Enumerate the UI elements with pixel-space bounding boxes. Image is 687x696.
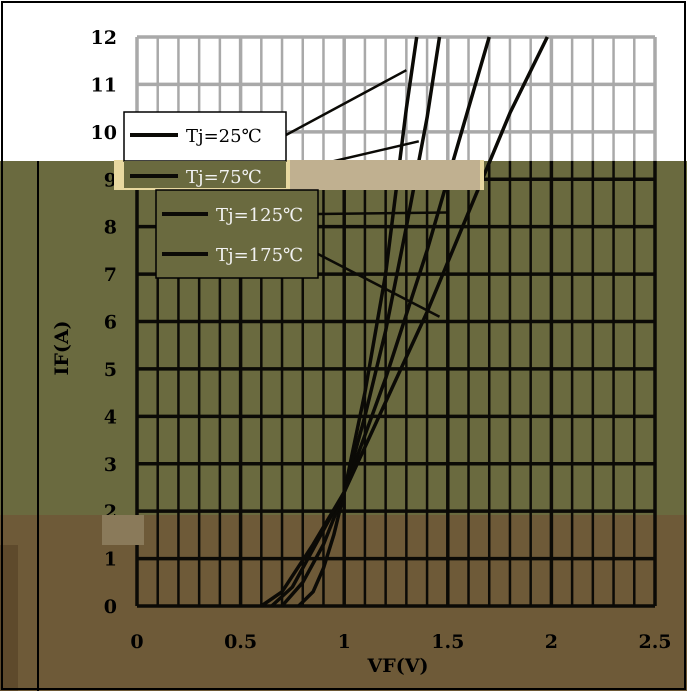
legend-label: Tj=75℃ xyxy=(186,167,262,188)
legend-label: Tj=25℃ xyxy=(186,126,262,147)
series-line-2 xyxy=(280,36,442,608)
legend-label: Tj=125℃ xyxy=(216,205,303,226)
y-tick-label: 8 xyxy=(104,217,117,239)
left-brown-strip xyxy=(0,545,18,691)
y-tick-label: 6 xyxy=(104,312,117,334)
y-axis-label: IF(A) xyxy=(51,320,73,375)
y-tick-label: 11 xyxy=(91,74,117,96)
x-tick-label: 1 xyxy=(338,631,351,653)
y-tick-label: 12 xyxy=(91,27,117,49)
y-tick-label: 1 xyxy=(104,549,117,571)
series-line-4 xyxy=(260,36,549,608)
legend-label: Tj=175℃ xyxy=(216,245,303,266)
x-tick-label: 1.5 xyxy=(431,631,464,653)
x-tick-label: 2 xyxy=(545,631,558,653)
y-tick-label: 9 xyxy=(104,169,117,191)
y-tick-label: 7 xyxy=(104,264,117,286)
legend-leader-line xyxy=(317,252,441,318)
legend-box-2 xyxy=(155,189,319,279)
x-tick-label: 0.5 xyxy=(224,631,257,653)
legend-leader-line xyxy=(317,211,448,216)
render-glitch-strip-2 xyxy=(290,160,480,190)
x-tick-label: 2.5 xyxy=(638,631,671,653)
y-tick-label: 0 xyxy=(104,596,117,618)
y-tick-label: 10 xyxy=(91,122,117,144)
legend: Tj=25℃ Tj=75℃ Tj=125℃ Tj=175℃ xyxy=(123,111,319,279)
y-tick-label: 4 xyxy=(104,406,117,428)
series-line-3 xyxy=(270,36,491,608)
series-lines xyxy=(260,36,549,608)
y-tick-label: 5 xyxy=(104,359,117,381)
legend-leader-line xyxy=(285,69,407,137)
x-axis-label: VF(V) xyxy=(367,655,429,677)
x-tick-label: 0 xyxy=(130,631,143,653)
y-tick-label: 3 xyxy=(104,454,117,476)
render-glitch-patch xyxy=(102,515,144,545)
